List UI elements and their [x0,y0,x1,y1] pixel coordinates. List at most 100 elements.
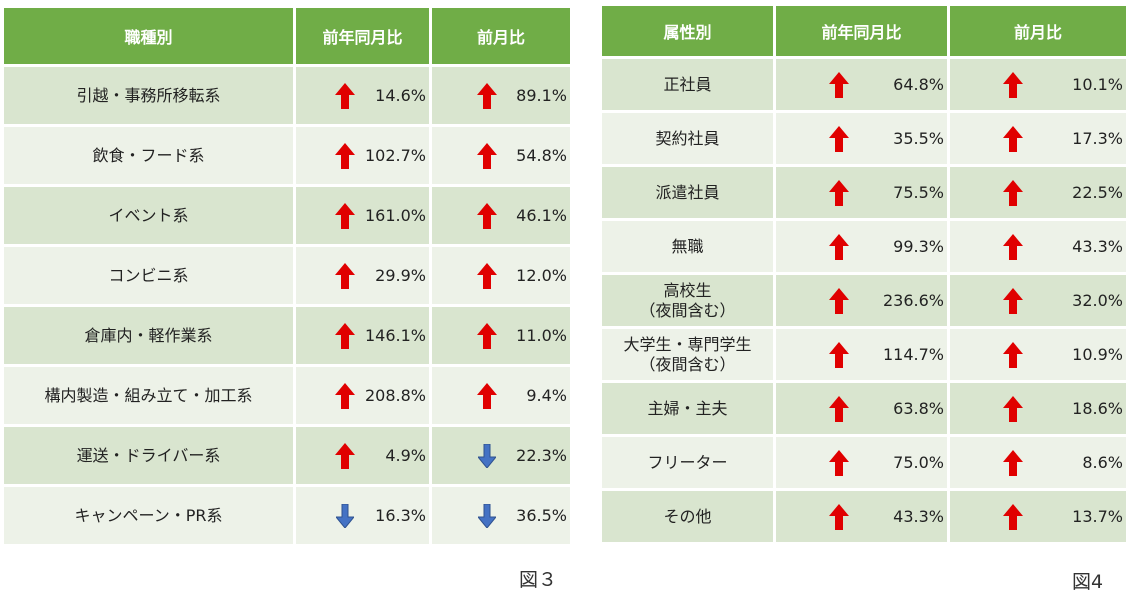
row-label-subtext: （夜間含む） [639,300,736,320]
yoy-value: 35.5% [893,129,944,148]
table-row: 飲食・フード系 102.7% 54.8% [4,127,570,187]
table-row: 正社員 64.8% 10.1% [602,59,1126,113]
mom-value: 22.5% [1072,183,1123,202]
mom-value: 89.1% [516,86,567,105]
yoy-cell: 43.3% [776,491,950,545]
mom-cell: 22.3% [432,427,570,487]
mom-cell: 11.0% [432,307,570,367]
yoy-value: 236.6% [882,291,944,310]
row-label-text: 無職 [671,236,704,256]
row-label-text: 大学生・専門学生 [623,334,752,354]
table-row: 運送・ドライバー系 4.9% 22.3% [4,427,570,487]
arrow-up-icon [950,125,1028,152]
arrow-up-icon [296,442,360,469]
row-label-text: 派遣社員 [655,182,720,202]
mom-cell: 9.4% [432,367,570,427]
row-label-text: その他 [663,506,712,526]
table-row: キャンペーン・PR系 16.3% 36.5% [4,487,570,547]
row-label: コンビニ系 [4,247,296,307]
header-mom: 前月比 [432,8,570,67]
row-label: 無職 [602,221,776,275]
table-row: 大学生・専門学生 （夜間含む） 114.7% 10.9% [602,329,1126,383]
row-label-text: 高校生 [663,280,712,300]
row-label: 飲食・フード系 [4,127,296,187]
arrow-up-icon [950,341,1028,368]
table-row: 主婦・主夫 63.8% 18.6% [602,383,1126,437]
table-row: 倉庫内・軽作業系 146.1% 11.0% [4,307,570,367]
attribute-table: 属性別 前年同月比 前月比 正社員 64.8% 10.1% 契約社員 35.5% 17.3… [602,6,1126,545]
yoy-value: 114.7% [882,345,944,364]
yoy-value: 14.6% [375,86,426,105]
yoy-value: 75.5% [893,183,944,202]
arrow-up-icon [296,202,360,229]
arrow-up-icon [432,202,502,229]
yoy-cell: 114.7% [776,329,950,383]
yoy-value: 29.9% [375,266,426,285]
mom-cell: 8.6% [950,437,1126,491]
mom-cell: 43.3% [950,221,1126,275]
yoy-cell: 4.9% [296,427,432,487]
table-header-row: 属性別 前年同月比 前月比 [602,6,1126,59]
mom-cell: 89.1% [432,67,570,127]
mom-value: 17.3% [1072,129,1123,148]
arrow-down-icon [432,443,502,468]
row-label: 大学生・専門学生 （夜間含む） [602,329,776,383]
yoy-value: 64.8% [893,75,944,94]
arrow-up-icon [432,82,502,109]
yoy-cell: 63.8% [776,383,950,437]
row-label-text: コンビニ系 [108,265,189,285]
yoy-cell: 102.7% [296,127,432,187]
yoy-value: 43.3% [893,507,944,526]
arrow-up-icon [950,395,1028,422]
row-label-text: フリーター [647,452,728,472]
yoy-value: 99.3% [893,237,944,256]
arrow-up-icon [296,262,360,289]
arrow-up-icon [776,179,854,206]
row-label: 派遣社員 [602,167,776,221]
mom-cell: 36.5% [432,487,570,547]
arrow-up-icon [950,71,1028,98]
yoy-cell: 35.5% [776,113,950,167]
arrow-up-icon [432,142,502,169]
mom-cell: 46.1% [432,187,570,247]
header-mom: 前月比 [950,6,1126,59]
arrow-up-icon [950,449,1028,476]
yoy-value: 102.7% [364,146,426,165]
yoy-cell: 146.1% [296,307,432,367]
row-label: 契約社員 [602,113,776,167]
yoy-cell: 29.9% [296,247,432,307]
row-label-text: イベント系 [108,205,189,225]
table-header-row: 職種別 前年同月比 前月比 [4,8,570,67]
row-label: キャンペーン・PR系 [4,487,296,547]
mom-value: 10.9% [1072,345,1123,364]
arrow-up-icon [296,142,360,169]
row-label-text: 正社員 [663,74,712,94]
mom-value: 8.6% [1082,453,1123,472]
arrow-down-icon [296,503,360,528]
mom-value: 10.1% [1072,75,1123,94]
yoy-cell: 75.0% [776,437,950,491]
arrow-up-icon [776,233,854,260]
row-label: 正社員 [602,59,776,113]
mom-cell: 18.6% [950,383,1126,437]
table-row: 構内製造・組み立て・加工系 208.8% 9.4% [4,367,570,427]
row-label-text: 主婦・主夫 [647,398,728,418]
yoy-cell: 64.8% [776,59,950,113]
mom-value: 32.0% [1072,291,1123,310]
mom-value: 46.1% [516,206,567,225]
figure-3-caption: 図３ [519,569,558,591]
row-label: 引越・事務所移転系 [4,67,296,127]
table-row: 無職 99.3% 43.3% [602,221,1126,275]
row-label: 高校生 （夜間含む） [602,275,776,329]
header-attribute: 属性別 [602,6,776,59]
row-label-text: 契約社員 [655,128,720,148]
arrow-up-icon [776,449,854,476]
mom-cell: 10.9% [950,329,1126,383]
mom-value: 9.4% [526,386,567,405]
row-label-subtext: （夜間含む） [639,354,736,374]
arrow-up-icon [950,503,1028,530]
mom-cell: 12.0% [432,247,570,307]
arrow-up-icon [950,287,1028,314]
mom-cell: 10.1% [950,59,1126,113]
arrow-up-icon [776,341,854,368]
